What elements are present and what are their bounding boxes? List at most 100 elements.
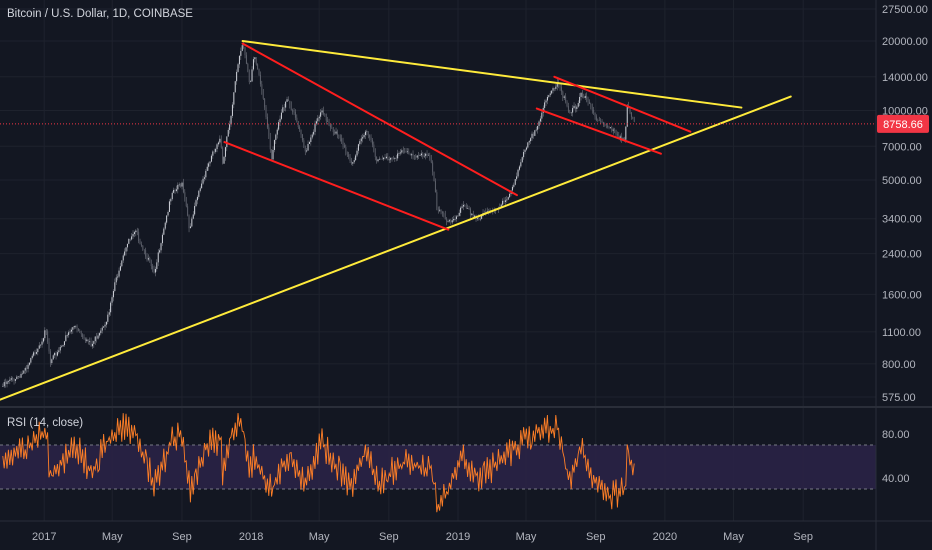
price-tick-label: 27500.00 [882, 4, 928, 16]
candle-body [10, 378, 12, 380]
red-channel-line[interactable] [553, 75, 692, 133]
candle-body [236, 71, 238, 82]
candle-body [238, 55, 240, 65]
candle-body [607, 125, 609, 128]
candle-body [171, 192, 173, 200]
candle-body [474, 215, 476, 217]
candle-body [363, 134, 365, 138]
price-tick-label: 3400.00 [882, 214, 922, 226]
last-price-label: 8758.66 [883, 119, 923, 131]
candle-body [548, 95, 550, 97]
candle-body [145, 250, 147, 257]
candle-body [339, 136, 341, 139]
candle-body [364, 131, 366, 135]
candle-body [549, 93, 551, 96]
candle-body [455, 216, 457, 219]
candle-body [126, 243, 128, 248]
red-channel-line[interactable] [223, 141, 450, 231]
candle-body [248, 71, 250, 83]
candle-body [479, 218, 481, 220]
candle-body [427, 154, 429, 156]
candle-body [259, 74, 261, 85]
candle-body [139, 241, 141, 245]
candle-body [517, 169, 519, 177]
candle-body [128, 238, 130, 244]
candle-body [534, 130, 536, 136]
candle-body [191, 218, 193, 227]
candle-body [34, 352, 36, 354]
candle-body [324, 113, 326, 115]
candle-body [231, 104, 233, 116]
candle-body [502, 200, 504, 205]
candle-body [304, 146, 306, 152]
candle-body [196, 196, 198, 201]
candle-body [223, 156, 225, 164]
candle-body [537, 125, 539, 130]
price-axis[interactable]: 27500.00 20000.00 14000.00 10000.00 7000.00 5… [882, 4, 928, 404]
candle-body [432, 162, 434, 172]
candle-body [157, 252, 159, 263]
candle-body [390, 157, 392, 160]
red-channel-line[interactable] [535, 107, 662, 155]
candle-body [322, 110, 324, 114]
yellow-trendline[interactable] [241, 40, 743, 109]
candle-body [188, 215, 190, 229]
candle-body [331, 127, 333, 129]
candle-body [605, 125, 607, 126]
candle-body [587, 98, 589, 102]
candle-body [65, 335, 67, 342]
candle-body [320, 112, 322, 117]
candle-body [252, 59, 254, 70]
candle-body [213, 151, 215, 153]
candle-body [119, 266, 121, 271]
candle-body [465, 205, 467, 209]
candle-body [56, 352, 58, 356]
candle-body [384, 157, 386, 159]
rsi-axis[interactable]: 80.00 40.00 [882, 429, 910, 485]
candle-body [601, 121, 603, 123]
candle-body [146, 256, 148, 260]
candle-body [189, 226, 191, 229]
rsi-indicator-title[interactable]: RSI (14, close) [7, 417, 83, 429]
candle-body [454, 218, 456, 220]
candle-body [63, 341, 65, 346]
candle-body [90, 341, 92, 347]
candle-body [234, 81, 236, 93]
candle-body [565, 96, 567, 102]
candle-body [520, 162, 522, 167]
candle-body [167, 211, 169, 216]
candle-body [563, 96, 565, 98]
candle-body [297, 122, 299, 128]
yellow-trendline[interactable] [0, 95, 792, 401]
candle-body [334, 132, 336, 134]
candle-body [272, 149, 274, 160]
candle-body [76, 325, 78, 329]
time-axis[interactable]: 2017 May Sep 2018 May Sep 2019 May Sep 2020 May Sep [32, 531, 813, 543]
candle-body [521, 157, 523, 163]
candle-body [574, 105, 576, 109]
candle-body [44, 330, 46, 339]
candle-body [138, 232, 140, 242]
candle-body [77, 328, 79, 331]
candle-body [437, 207, 439, 211]
candle-body [618, 135, 620, 138]
red-channel-line[interactable] [241, 42, 518, 197]
candle-body [546, 96, 548, 101]
price-tick-label: 10000.00 [882, 106, 928, 118]
candle-body [240, 50, 242, 56]
rsi-tick-label: 80.00 [882, 429, 910, 441]
candle-body [133, 232, 135, 234]
price-tick-label: 1100.00 [882, 327, 921, 339]
candle-body [89, 341, 91, 342]
candle-body [423, 155, 425, 157]
candle-body [593, 109, 595, 113]
candle-body [282, 107, 284, 113]
candle-body [243, 45, 245, 48]
chart-title[interactable]: Bitcoin / U.S. Dollar, 1D, COINBASE [7, 8, 193, 20]
candle-body [147, 258, 149, 260]
candle-body [433, 171, 435, 182]
candle-body [469, 208, 471, 216]
candle-body [101, 327, 103, 331]
candle-body [3, 382, 5, 387]
time-tick-label: Sep [586, 531, 606, 543]
